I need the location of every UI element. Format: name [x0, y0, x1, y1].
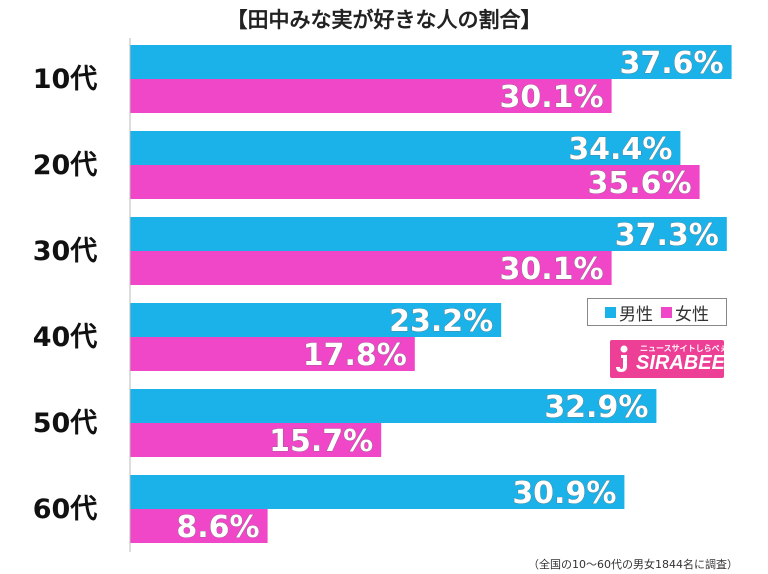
bar-male — [130, 303, 502, 337]
logo-text: SIRABEE — [636, 352, 724, 374]
value-label: 37.3% — [615, 218, 719, 253]
legend-swatch-male — [605, 306, 616, 318]
value-label: 37.6% — [620, 46, 724, 81]
legend-label-female: 女性 — [675, 304, 709, 325]
bar-female — [130, 337, 415, 371]
category-label: 30代 — [33, 236, 98, 267]
category-label: 60代 — [33, 494, 98, 525]
bar-female — [130, 423, 382, 457]
legend-label-male: 男性 — [619, 304, 653, 325]
legend-swatch-female — [661, 306, 672, 318]
category-label: 40代 — [33, 322, 98, 353]
logo-mark-icon — [616, 345, 628, 372]
value-label: 35.6% — [588, 166, 692, 201]
category-label: 50代 — [33, 408, 98, 439]
bar-female — [130, 251, 612, 285]
value-label: 30.1% — [500, 252, 604, 287]
value-label: 30.1% — [500, 80, 604, 115]
chart-title: 【田中みな実が好きな人の割合】 — [226, 8, 542, 32]
bar-male — [130, 217, 727, 251]
logo-tagline: ニュースサイトしらべぇ — [640, 344, 724, 353]
value-label: 30.9% — [512, 476, 616, 511]
value-label: 17.8% — [303, 338, 407, 373]
value-label: 34.4% — [568, 132, 672, 167]
bar-male — [130, 45, 732, 79]
bar-male — [130, 131, 681, 165]
bar-female — [130, 509, 268, 543]
category-label: 20代 — [33, 150, 98, 181]
footnote: （全国の10〜60代の男女1844名に調査） — [528, 558, 738, 571]
sirabee-logo: ニュースサイトしらべぇ SIRABEE — [610, 340, 724, 378]
bar-female — [130, 165, 700, 199]
legend-item-female: 女性 — [661, 300, 709, 325]
legend: 男性 女性 — [587, 298, 727, 326]
legend-item-male: 男性 — [605, 300, 653, 325]
category-label: 10代 — [33, 64, 98, 95]
value-label: 23.2% — [389, 304, 493, 339]
bar-male — [130, 475, 625, 509]
value-label: 15.7% — [269, 424, 373, 459]
value-label: 32.9% — [544, 390, 648, 425]
bar-female — [130, 79, 612, 113]
bar-male — [130, 389, 657, 423]
value-label: 8.6% — [176, 510, 259, 545]
